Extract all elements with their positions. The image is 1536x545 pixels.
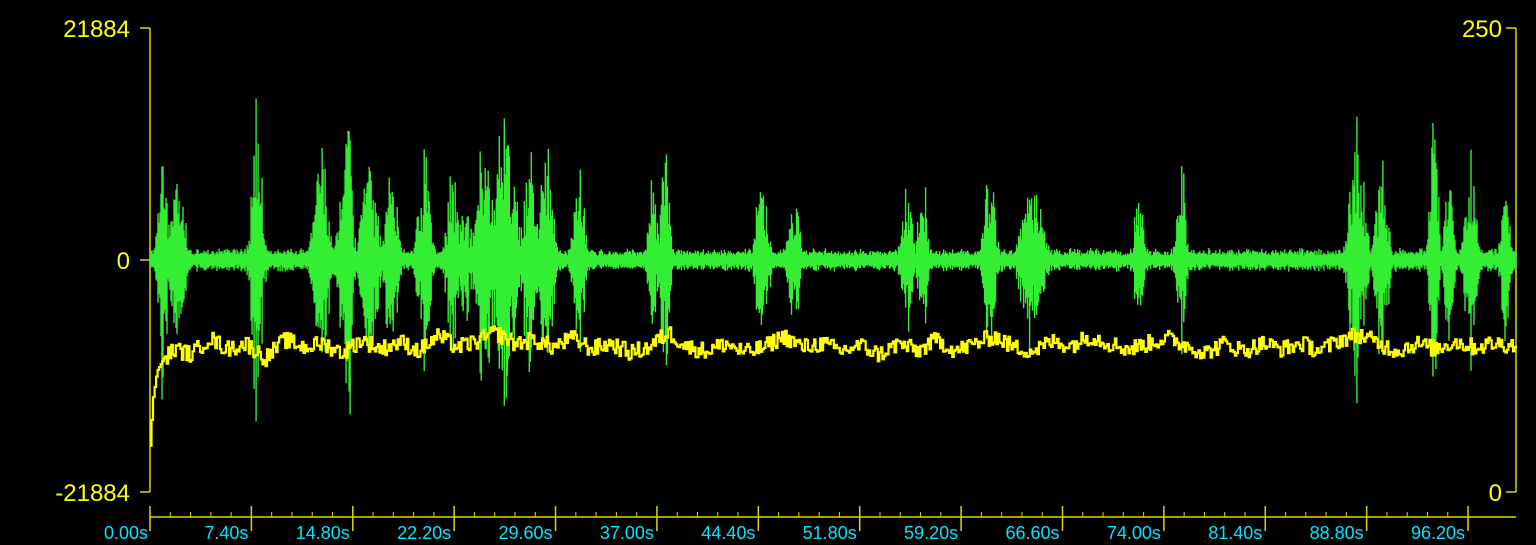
x-tick-label: 74.00s [1107,523,1161,543]
x-tick-label: 96.20s [1411,523,1465,543]
x-tick-label: 51.80s [803,523,857,543]
y-left-tick-label: -21884 [55,480,130,507]
x-axis-labels: 0.00s 7.40s 14.80s 22.20s 29.60s 37.00s 44.40s… [104,523,1465,543]
y-left-tick-label: 21884 [63,16,130,43]
x-tick-label: 22.20s [397,523,451,543]
x-tick-label: 81.40s [1208,523,1262,543]
x-tick-label: 59.20s [904,523,958,543]
x-tick-label: 66.60s [1005,523,1059,543]
x-tick-label: 44.40s [701,523,755,543]
x-tick-label: 14.80s [296,523,350,543]
y-right-tick-label: 250 [1462,16,1502,43]
series-green-path [149,98,1517,422]
x-tick-label: 7.40s [204,523,248,543]
y-left-tick-label: 0 [117,248,130,275]
y-right-tick-label: 0 [1489,480,1502,507]
x-tick-label: 29.60s [499,523,553,543]
x-tick-label: 0.00s [104,523,148,543]
series-green-waveform [149,98,1517,422]
y-left-axis-labels: 21884 0 -21884 [55,16,130,507]
series-yellow-path [150,325,1518,447]
x-tick-label: 37.00s [600,523,654,543]
y-right-axis-labels: 250 0 [1462,16,1502,507]
x-tick-label: 88.80s [1310,523,1364,543]
series-yellow-line [150,325,1518,447]
